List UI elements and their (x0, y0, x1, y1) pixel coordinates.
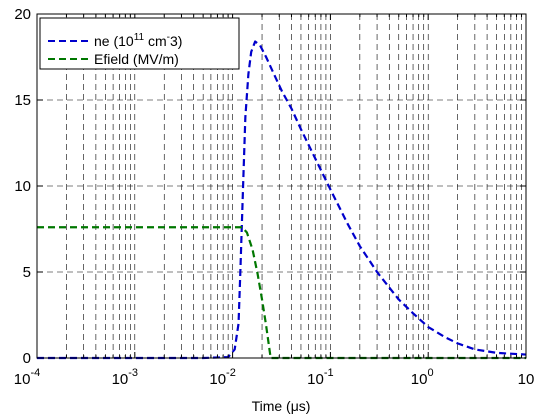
y-tick-label: 5 (23, 264, 31, 281)
legend-box (39, 17, 240, 70)
x-tick-label: 100 (411, 367, 434, 388)
x-tick-label: 10-3 (112, 367, 138, 388)
y-tick-label: 0 (23, 350, 31, 367)
y-tick-label: 20 (14, 6, 31, 23)
x-axis-title: Time (μs) (252, 398, 311, 414)
legend: ne (1011 cm-3) Efield (MV/m) (39, 17, 240, 70)
y-tick-label: 15 (14, 92, 31, 109)
x-tick-label: 10-1 (307, 367, 333, 388)
x-tick-label: 10-2 (209, 367, 235, 388)
y-tick-label: 10 (14, 178, 31, 195)
legend-label-efield: Efield (MV/m) (94, 51, 179, 67)
x-tick-labels: 10-4 10-3 10-2 10-1 100 10 (14, 367, 535, 388)
series-line-ne (37, 40, 527, 360)
x-tick-label: 10-4 (14, 367, 40, 388)
x-tick-label: 10 (518, 371, 535, 388)
legend-label-ne: ne (1011 cm-3) (94, 32, 182, 49)
tick-marks (37, 13, 526, 359)
y-tick-labels: 0 5 10 15 20 (14, 6, 31, 367)
